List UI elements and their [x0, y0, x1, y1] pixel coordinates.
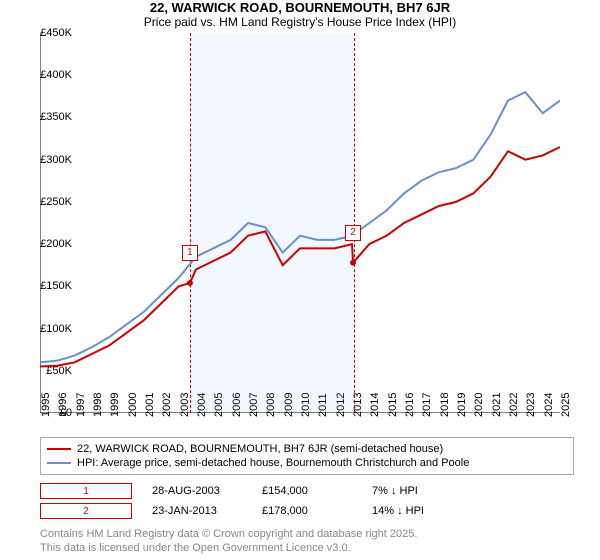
sale-date: 23-JAN-2013 — [152, 505, 242, 517]
legend-swatch — [47, 448, 71, 450]
legend: 22, WARWICK ROAD, BOURNEMOUTH, BH7 6JR (… — [40, 437, 574, 475]
x-axis-label: 2025 — [560, 393, 572, 417]
legend-swatch — [47, 462, 71, 464]
legend-item: HPI: Average price, semi-detached house,… — [47, 456, 567, 470]
series-hpi — [40, 92, 560, 362]
sale-date: 28-AUG-2003 — [152, 485, 242, 497]
chart-subtitle: Price paid vs. HM Land Registry's House … — [0, 15, 600, 29]
credit-text: Contains HM Land Registry data © Crown c… — [40, 527, 600, 556]
chart-area: £0£50K£100K£150K£200K£250K£300K£350K£400… — [40, 33, 600, 413]
chart-title: 22, WARWICK ROAD, BOURNEMOUTH, BH7 6JR — [0, 0, 600, 15]
chart-container: { "title": "22, WARWICK ROAD, BOURNEMOUT… — [0, 0, 600, 560]
sale-price: £154,000 — [262, 485, 352, 497]
sale-marker-icon: 2 — [40, 503, 132, 519]
sale-marker: 1 — [182, 245, 198, 261]
sale-delta: 7% ↓ HPI — [372, 485, 462, 497]
sale-delta: 14% ↓ HPI — [372, 505, 462, 517]
sale-row: 2 23-JAN-2013 £178,000 14% ↓ HPI — [40, 501, 600, 521]
chart-plot — [40, 33, 560, 413]
credit-line: This data is licensed under the Open Gov… — [40, 541, 600, 555]
sales-table: 1 28-AUG-2003 £154,000 7% ↓ HPI 2 23-JAN-2013… — [40, 481, 600, 521]
series-price_paid — [40, 147, 560, 367]
credit-line: Contains HM Land Registry data © Crown c… — [40, 527, 600, 541]
legend-label: HPI: Average price, semi-detached house,… — [77, 457, 469, 469]
legend-label: 22, WARWICK ROAD, BOURNEMOUTH, BH7 6JR (… — [77, 443, 443, 455]
sale-marker-icon: 1 — [40, 483, 132, 499]
legend-item: 22, WARWICK ROAD, BOURNEMOUTH, BH7 6JR (… — [47, 442, 567, 456]
sale-marker: 2 — [345, 225, 361, 241]
sale-row: 1 28-AUG-2003 £154,000 7% ↓ HPI — [40, 481, 600, 501]
sale-price: £178,000 — [262, 505, 352, 517]
